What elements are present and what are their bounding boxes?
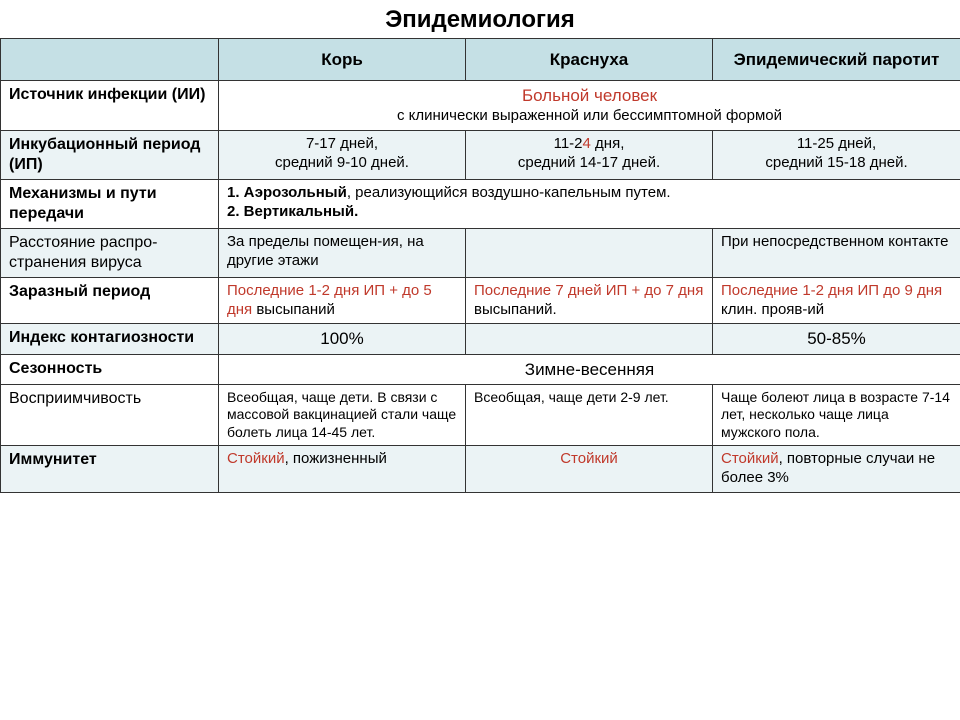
mech-l2: 2. Вертикальный. <box>227 203 358 220</box>
row-label-incubation: Инкубационный период (ИП) <box>1 130 219 179</box>
row-label-infectious: Заразный период <box>1 277 219 324</box>
row-index: Индекс контагиозности 100% 50-85% <box>1 324 960 354</box>
inf-c2r: Последние 7 дней ИП + до 7 дня <box>474 282 703 299</box>
row-label-mechanism: Механизмы и пути передачи <box>1 179 219 228</box>
imm-c3r: Стойкий <box>721 450 779 467</box>
cell-source: Больной человек с клинически выраженной … <box>219 81 960 131</box>
row-label-suscept: Восприимчивость <box>1 384 219 446</box>
mech-l1b: , реализующийся воздушно-капельным путем… <box>347 184 671 201</box>
row-source: Источник инфекции (ИИ) Больной человек с… <box>1 81 960 131</box>
cell-index-3: 50-85% <box>713 324 960 354</box>
row-label-distance: Расстояние распро-странения вируса <box>1 228 219 277</box>
cell-immunity-3: Стойкий, повторные случаи не более 3% <box>713 446 960 493</box>
inc-c2red: 4 <box>583 135 591 152</box>
page-title: Эпидемиология <box>0 0 960 38</box>
cell-distance-3: При непосредственном контакте <box>713 228 960 277</box>
row-mechanism: Механизмы и пути передачи 1. Аэрозольный… <box>1 179 960 228</box>
cell-infectious-3: Последние 1-2 дня ИП до 9 дня клин. проя… <box>713 277 960 324</box>
source-sub: с клинически выраженной или бессимптомно… <box>397 107 782 124</box>
cell-infectious-1: Последние 1-2 дня ИП + до 5 дня высыпани… <box>219 277 466 324</box>
header-col-3: Эпидемический паротит <box>713 39 960 81</box>
cell-incubation-2: 11-24 дня, средний 14-17 дней. <box>466 130 713 179</box>
cell-distance-1: За пределы помещен-ия, на другие этажи <box>219 228 466 277</box>
row-infectious: Заразный период Последние 1-2 дня ИП + д… <box>1 277 960 324</box>
cell-incubation-1: 7-17 дней, средний 9-10 дней. <box>219 130 466 179</box>
inc-c1b: средний 9-10 дней. <box>275 154 409 171</box>
row-incubation: Инкубационный период (ИП) 7-17 дней, сре… <box>1 130 960 179</box>
header-col-1: Корь <box>219 39 466 81</box>
inc-c2b: средний 14-17 дней. <box>518 154 660 171</box>
inc-c2a2: дня, <box>591 135 625 152</box>
inc-c1a: 7-17 дней, <box>306 135 378 152</box>
mech-l1a: 1. Аэрозольный <box>227 184 347 201</box>
cell-incubation-3: 11-25 дней, средний 15-18 дней. <box>713 130 960 179</box>
row-season: Сезонность Зимне-весенняя <box>1 354 960 384</box>
row-label-source: Источник инфекции (ИИ) <box>1 81 219 131</box>
inf-c1: высыпаний <box>252 301 335 318</box>
inc-c3b: средний 15-18 дней. <box>765 154 907 171</box>
inf-c3: клин. прояв-ий <box>721 301 824 318</box>
cell-immunity-1: Стойкий, пожизненный <box>219 446 466 493</box>
imm-c1: , пожизненный <box>285 450 387 467</box>
source-strong: Больной человек <box>522 86 657 105</box>
cell-suscept-1: Всеобщая, чаще дети. В связи с массовой … <box>219 384 466 446</box>
header-empty <box>1 39 219 81</box>
cell-mechanism: 1. Аэрозольный, реализующийся воздушно-к… <box>219 179 960 228</box>
row-distance: Расстояние распро-странения вируса За пр… <box>1 228 960 277</box>
cell-suscept-3: Чаще болеют лица в возрасте 7-14 лет, не… <box>713 384 960 446</box>
cell-immunity-2: Стойкий <box>466 446 713 493</box>
row-label-immunity: Иммунитет <box>1 446 219 493</box>
cell-suscept-2: Всеобщая, чаще дети 2-9 лет. <box>466 384 713 446</box>
row-label-season: Сезонность <box>1 354 219 384</box>
cell-index-1: 100% <box>219 324 466 354</box>
epidemiology-table: Корь Краснуха Эпидемический паротит Исто… <box>0 38 960 493</box>
inc-c3a: 11-25 дней, <box>797 135 876 152</box>
imm-c1r: Стойкий <box>227 450 285 467</box>
header-col-2: Краснуха <box>466 39 713 81</box>
cell-distance-2 <box>466 228 713 277</box>
row-immunity: Иммунитет Стойкий, пожизненный Стойкий С… <box>1 446 960 493</box>
row-suscept: Восприимчивость Всеобщая, чаще дети. В с… <box>1 384 960 446</box>
inc-c2a: 11-2 <box>554 135 583 152</box>
cell-season: Зимне-весенняя <box>219 354 960 384</box>
inf-c3r: Последние 1-2 дня ИП до 9 дня <box>721 282 942 299</box>
cell-index-2 <box>466 324 713 354</box>
imm-c2r: Стойкий <box>560 450 618 467</box>
cell-infectious-2: Последние 7 дней ИП + до 7 дня высыпаний… <box>466 277 713 324</box>
table-header-row: Корь Краснуха Эпидемический паротит <box>1 39 960 81</box>
inf-c2: высыпаний. <box>474 301 557 318</box>
row-label-index: Индекс контагиозности <box>1 324 219 354</box>
